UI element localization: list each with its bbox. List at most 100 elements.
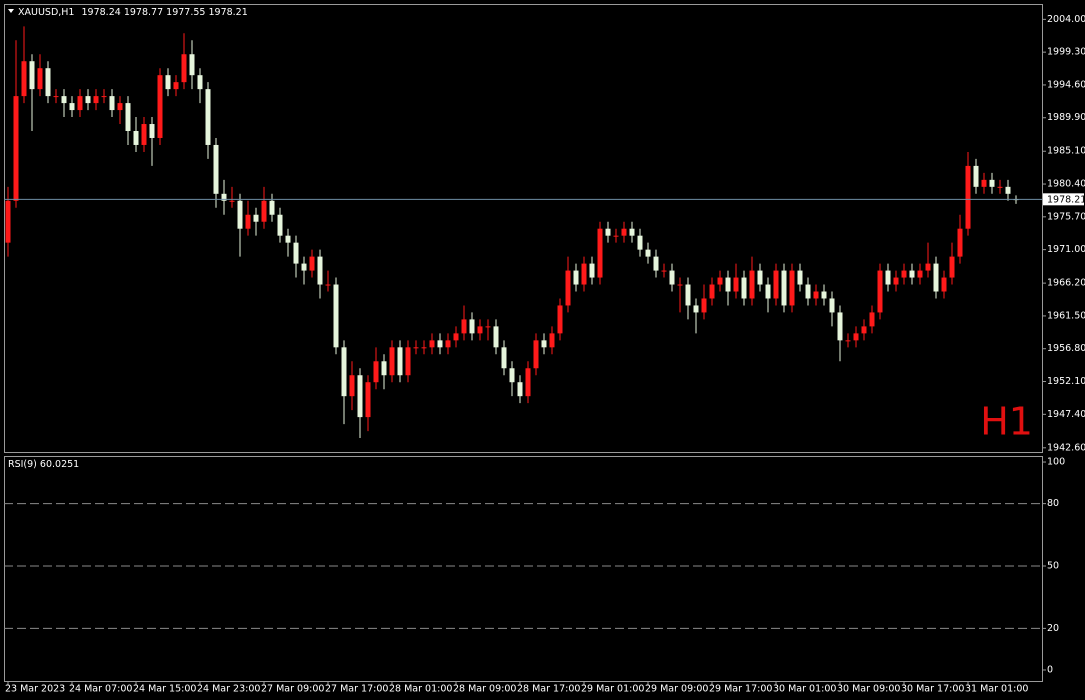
rsi-title: RSI(9) xyxy=(8,459,37,470)
candle-body xyxy=(821,291,827,299)
candle-body xyxy=(21,61,27,97)
candle-body xyxy=(69,103,75,111)
candle-body xyxy=(221,193,227,201)
candle-body xyxy=(469,319,475,334)
candle-body xyxy=(989,179,995,187)
candle-body xyxy=(13,96,19,201)
y-tick-label: 2004.00 xyxy=(1047,14,1085,25)
candle-body xyxy=(125,103,131,132)
y-tick-label: 1942.60 xyxy=(1047,442,1085,453)
x-tick-label: 28 Mar 17:00 xyxy=(517,684,580,695)
candle-body xyxy=(837,312,843,341)
candle-body xyxy=(37,68,43,90)
candle-body xyxy=(173,82,179,90)
candle-body xyxy=(165,75,171,90)
candle-body xyxy=(749,270,755,299)
rsi-panel xyxy=(4,456,1043,682)
candle-body xyxy=(485,326,491,328)
price-label-box xyxy=(1043,193,1084,206)
candle-body xyxy=(189,54,195,76)
high: 1978.77 xyxy=(124,7,163,18)
y-tick-label: 20 xyxy=(1047,623,1059,634)
candle-body xyxy=(621,228,627,236)
x-tick-label: 29 Mar 17:00 xyxy=(709,684,772,695)
candle-body xyxy=(661,270,667,272)
y-tick-label: 1985.10 xyxy=(1047,146,1085,157)
candle-body xyxy=(333,284,339,348)
candle-body xyxy=(549,333,555,348)
candle-body xyxy=(29,61,35,90)
y-tick-label: 1994.60 xyxy=(1047,79,1085,90)
y-tick-label: 80 xyxy=(1047,498,1059,509)
candle-body xyxy=(517,382,523,397)
candle-body xyxy=(781,270,787,306)
candle-body xyxy=(269,200,275,215)
close: 1978.21 xyxy=(208,7,247,18)
candle-body xyxy=(141,124,147,145)
y-tick-label: 50 xyxy=(1047,561,1059,572)
x-tick-label: 27 Mar 09:00 xyxy=(261,684,324,695)
candle-body xyxy=(997,186,1003,188)
candle-body xyxy=(877,270,883,313)
chart-header: XAUUSD,H1 1978.24 1978.77 1977.55 1978.2… xyxy=(18,7,248,18)
y-tick-label: 100 xyxy=(1047,457,1065,468)
candle-body xyxy=(677,284,683,286)
candle-body xyxy=(925,263,931,271)
x-tick-label: 30 Mar 01:00 xyxy=(773,684,836,695)
candle-body xyxy=(301,263,307,271)
candle-body xyxy=(493,326,499,348)
candle-body xyxy=(157,75,163,138)
candle-body xyxy=(285,235,291,243)
y-tick-label: 1952.10 xyxy=(1047,376,1085,387)
marks: 2004.00 1999.30 1994.60 1989.90 1985.10 1980.… xyxy=(4,14,1085,695)
candle-body xyxy=(373,361,379,383)
candle-body xyxy=(965,165,971,229)
candle-body xyxy=(437,340,443,348)
candle-body xyxy=(317,256,323,285)
x-tick-label: 29 Mar 01:00 xyxy=(581,684,644,695)
price-label: 1978.21 xyxy=(1047,194,1085,205)
candle-body xyxy=(293,242,299,264)
candle-body xyxy=(245,214,251,229)
x-tick-label: 27 Mar 17:00 xyxy=(325,684,388,695)
candle-body xyxy=(277,214,283,236)
candle-body xyxy=(741,277,747,299)
candle-body xyxy=(613,235,619,237)
candle-body xyxy=(133,131,139,145)
candle-body xyxy=(637,235,643,250)
candle-body xyxy=(525,368,531,397)
candle-body xyxy=(349,375,355,397)
candle-body xyxy=(773,270,779,299)
x-tick-label: 28 Mar 01:00 xyxy=(389,684,452,695)
x-tick-label: 30 Mar 17:00 xyxy=(901,684,964,695)
price-panel xyxy=(4,4,1043,453)
candle-body xyxy=(725,277,731,292)
candle-body xyxy=(885,270,891,285)
y-tick-label: 1989.90 xyxy=(1047,112,1085,123)
candle-body xyxy=(93,96,99,104)
menu-arrow[interactable] xyxy=(8,9,14,13)
x-tick-label: 24 Mar 07:00 xyxy=(69,684,132,695)
candle-body xyxy=(325,284,331,286)
candle-body xyxy=(109,96,115,111)
candle-body xyxy=(789,270,795,306)
candle-body xyxy=(717,277,723,285)
candle-body xyxy=(53,96,59,98)
candle-body xyxy=(453,333,459,341)
candle-body xyxy=(397,347,403,376)
candle-body xyxy=(797,270,803,285)
candle-body xyxy=(933,263,939,292)
candle-body xyxy=(77,96,83,111)
y-tick-label: 1956.80 xyxy=(1047,343,1085,354)
x-tick-label: 29 Mar 09:00 xyxy=(645,684,708,695)
low: 1977.55 xyxy=(166,7,205,18)
candle-body xyxy=(197,75,203,90)
candle-body xyxy=(605,228,611,236)
candle-body xyxy=(461,319,467,334)
candle-body xyxy=(341,347,347,397)
candle-body xyxy=(733,277,739,292)
x-tick-label: 31 Mar 01:00 xyxy=(965,684,1028,695)
candle-body xyxy=(149,124,155,138)
